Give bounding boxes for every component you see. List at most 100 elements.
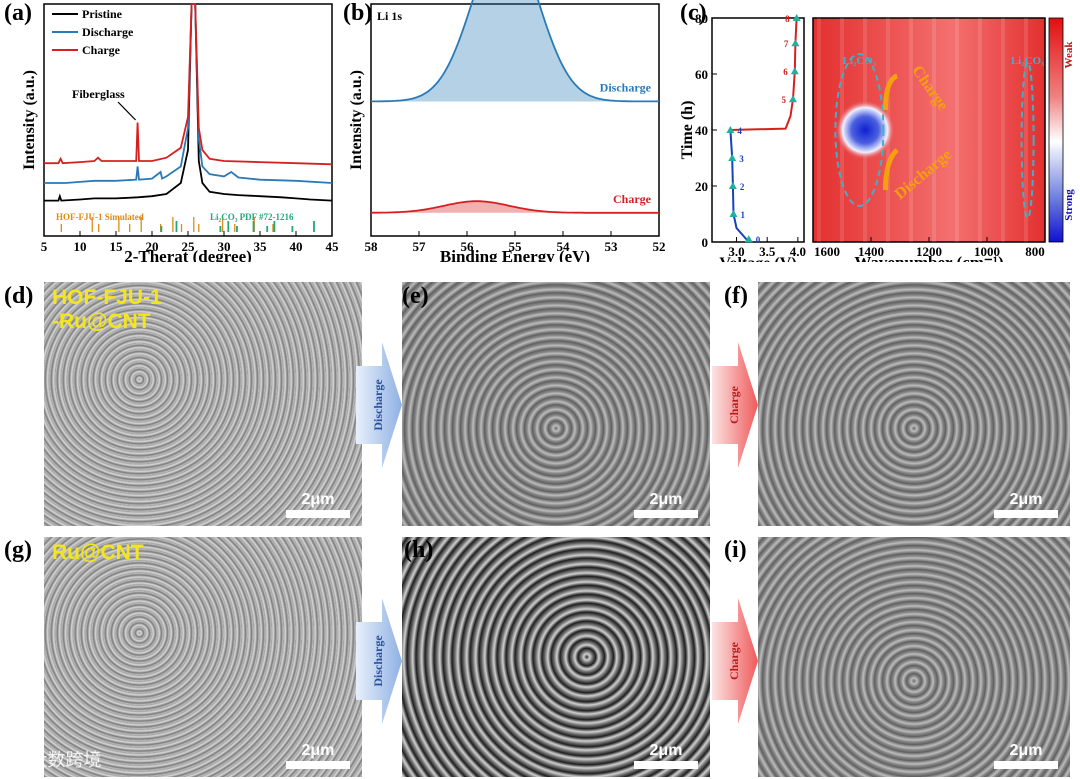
time-marker-label-0: 0 (756, 235, 761, 245)
panel-label-c: (c) (680, 0, 707, 26)
colorbar-label-weak: Weak (1063, 41, 1075, 69)
scale-bar-h: 2μm (634, 742, 698, 769)
annotation-fiberglass: Fiberglass (72, 87, 125, 101)
colorbar (1048, 17, 1064, 243)
time-marker-label-4: 4 (737, 126, 742, 136)
panel-label-b: (b) (343, 0, 373, 26)
sample-tag-line2: -Ru@CNT (52, 310, 151, 333)
heatmap-streak-5 (932, 18, 936, 242)
heatmap-streak-9 (1024, 18, 1028, 242)
time-marker-7 (791, 39, 800, 47)
sem-image-e: 2μm (402, 282, 710, 526)
x-axis-label-c-voltage: Voltage (V) (719, 255, 796, 262)
sem-image-g: Ru@CNT 2μm (44, 537, 362, 777)
sem-image-h: 2μm (402, 537, 710, 777)
y-tick-label-c-3: 60 (695, 67, 708, 82)
panel-label-g: (g) (4, 537, 32, 563)
x-tick-label-heat-4: 800 (1025, 244, 1045, 259)
x-tick-label-a-2: 15 (110, 239, 124, 254)
y-axis-label-b: Intensity (a.u.) (348, 70, 365, 170)
scale-bar-e: 2μm (634, 491, 698, 518)
chart-title-b: Li 1s (377, 9, 402, 23)
highlight-ellipse-2 (1020, 61, 1035, 219)
x-axis-label-b: Binding Energy (eV) (440, 247, 590, 262)
annotation-li2co3-2: Li₂CO₃ (1011, 55, 1045, 67)
x-tick-label-c-0: 3.0 (728, 244, 744, 259)
x-tick-label-a-4: 25 (182, 239, 196, 254)
y-tick-label-c-4: 80 (695, 11, 708, 26)
sample-tag-g: Ru@CNT (52, 541, 144, 564)
series-label-b-discharge: Discharge (600, 80, 652, 94)
heatmap-streak-0 (817, 18, 821, 242)
time-marker-3 (728, 154, 737, 161)
panel-label-f: (f) (724, 283, 748, 309)
x-tick-label-b-0: 58 (365, 239, 379, 254)
series-line-charge (44, 3, 333, 166)
legend-label-0: Pristine (82, 7, 123, 21)
legend-label-1: Discharge (82, 25, 134, 39)
panel-label-i: (i) (724, 537, 747, 563)
x-axis-label-a: 2-Therat (degree) (124, 247, 252, 262)
panel-label-d: (d) (4, 283, 34, 309)
x-tick-label-b-6: 52 (653, 239, 666, 254)
time-marker-0 (744, 235, 753, 243)
time-marker-label-6: 6 (783, 67, 788, 77)
x-tick-label-a-6: 35 (254, 239, 268, 254)
voltage-curve-discharge (729, 129, 750, 243)
x-tick-label-c-2: 4.0 (790, 244, 806, 259)
watermark-icon: ◎ (8, 750, 24, 771)
scale-bar-i: 2μm (994, 742, 1058, 769)
x-tick-label-heat-1: 1400 (858, 244, 884, 259)
scale-label-f: 2μm (1009, 491, 1043, 508)
x-tick-label-heat-3: 1000 (974, 244, 1000, 259)
annotation-arrow-fiberglass (117, 101, 137, 121)
watermark-text: 大数跨境 (29, 750, 102, 771)
heatmap-cold-region (835, 100, 896, 160)
sem-image-i: 2μm (758, 537, 1070, 777)
x-tick-label-a-7: 40 (290, 239, 303, 254)
legend-label-2: Charge (82, 43, 121, 57)
series-line-b-charge (371, 200, 659, 214)
x-tick-label-b-4: 54 (557, 239, 571, 254)
scale-bar-g: 2μm (286, 742, 350, 769)
charge-arrow-label: Charge (727, 385, 741, 424)
annotation-simulated: HOF-FJU-1 Simulated (56, 212, 144, 222)
scale-label-d: 2μm (301, 491, 335, 508)
time-marker-6 (790, 67, 799, 75)
charge-arrow-1: Charge (712, 342, 758, 468)
scale-label-i: 2μm (1009, 742, 1043, 759)
scale-label-e: 2μm (649, 491, 683, 508)
time-marker-5 (788, 95, 797, 103)
x-tick-label-a-0: 5 (41, 239, 48, 254)
x-tick-label-b-1: 57 (413, 239, 427, 254)
time-marker-8 (792, 14, 801, 21)
sem-image-f: 2μm (758, 282, 1070, 526)
time-marker-label-5: 5 (781, 95, 786, 105)
sem-image-d: HOF-FJU-1 -Ru@CNT 2μm (44, 282, 362, 526)
scale-label-h: 2μm (649, 742, 683, 759)
time-marker-label-2: 2 (740, 182, 745, 192)
discharge-arrow-2: Discharge (356, 598, 402, 724)
scale-bar-d: 2μm (286, 491, 350, 518)
time-marker-4 (726, 126, 735, 133)
annotation-li2co3-1: Li₂CO₃ (843, 55, 877, 67)
colorbar-label-strong: Strong (1063, 189, 1075, 221)
annotation-pdf: Li₂CO₃ PDF #72-1216 (210, 212, 294, 222)
series-label-b-charge: Charge (613, 192, 652, 206)
xrd-chart: 5 10 15 20 25 30 35 40 45 2-Therat (degree) Intens… (21, 3, 339, 262)
scale-bar-f: 2μm (994, 491, 1058, 518)
x-tick-label-b-2: 56 (461, 239, 475, 254)
discharge-arrow-label: Discharge (371, 379, 385, 431)
discharge-arrow-label-2: Discharge (371, 635, 385, 687)
y-tick-label-c-1: 20 (695, 179, 708, 194)
charge-arrow-label-2: Charge (727, 641, 741, 680)
xps-chart: 58 57 56 55 54 53 52 Binding Energy (eV) Intensi… (348, 0, 666, 262)
series-line-discharge (44, 3, 333, 184)
x-axis-label-heat: Wavenumber (cm⁻¹) (854, 253, 1003, 262)
series-line-b-discharge (371, 0, 659, 103)
heatmap-streak-4 (909, 18, 913, 242)
discharge-curve-arrow (883, 148, 899, 191)
time-marker-2 (728, 182, 737, 189)
panel-label-a: (a) (4, 0, 32, 26)
